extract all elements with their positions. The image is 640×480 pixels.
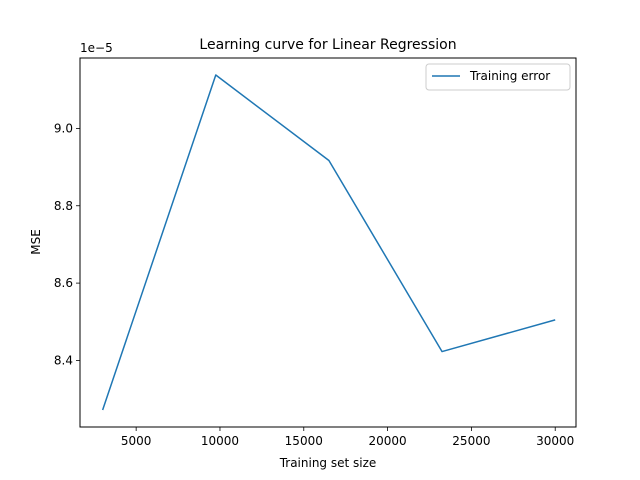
x-axis-label: Training set size: [279, 456, 377, 470]
chart-title: Learning curve for Linear Regression: [199, 37, 456, 53]
x-tick-label: 10000: [201, 434, 239, 448]
x-tick-label: 30000: [536, 434, 574, 448]
y-axis: 8.4 8.6 8.8 9.0: [54, 121, 80, 367]
legend-label: Training error: [469, 69, 550, 83]
y-tick-label: 8.6: [54, 276, 73, 290]
x-tick-label: 5000: [121, 434, 152, 448]
y-axis-label: MSE: [29, 229, 43, 255]
x-tick-label: 25000: [452, 434, 490, 448]
axes-frame: [79, 57, 577, 428]
x-axis: 5000 10000 15000 20000 25000 30000: [121, 427, 574, 448]
legend-box: [425, 63, 571, 91]
x-tick-label: 15000: [285, 434, 323, 448]
y-offset-label: 1e−5: [80, 41, 113, 55]
y-tick-label: 8.8: [54, 199, 73, 213]
legend: Training error: [425, 63, 571, 91]
y-tick-label: 9.0: [54, 121, 73, 135]
plot-area: [101, 74, 556, 411]
x-tick-label: 20000: [368, 434, 406, 448]
y-tick-label: 8.4: [54, 353, 73, 367]
